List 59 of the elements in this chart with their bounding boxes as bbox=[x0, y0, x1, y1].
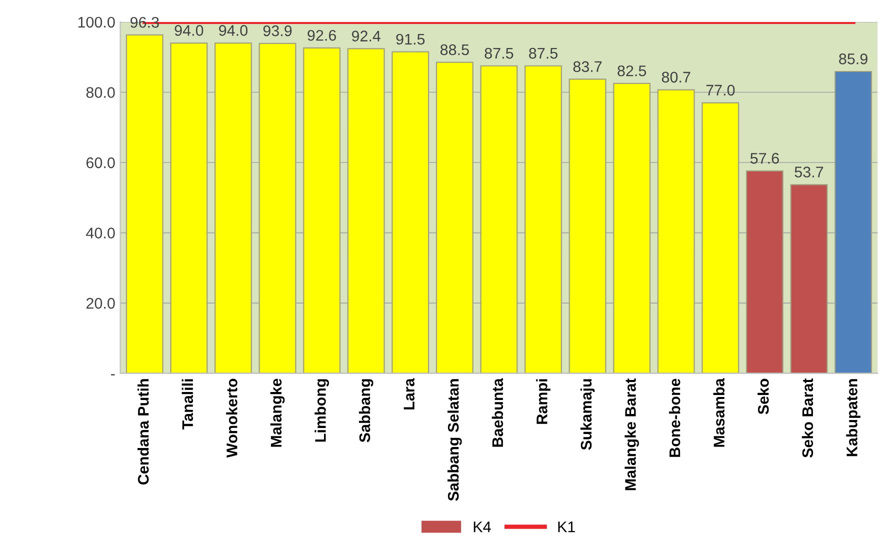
legend-label: K1 bbox=[558, 522, 575, 532]
bar bbox=[834, 70, 872, 374]
bar bbox=[392, 51, 430, 374]
bar bbox=[347, 48, 385, 374]
bar bbox=[790, 184, 828, 374]
bar bbox=[214, 42, 252, 374]
x-tick-label: Kabupaten bbox=[846, 379, 860, 456]
bar bbox=[746, 170, 784, 374]
x-tick-label: Wonokerto bbox=[226, 378, 238, 458]
data-label: 85.9 bbox=[839, 53, 868, 64]
y-tick-label: 80.0 bbox=[86, 87, 115, 98]
data-label: 88.5 bbox=[440, 44, 469, 56]
x-tick-label: Seko bbox=[758, 378, 769, 414]
data-label: 94.0 bbox=[174, 25, 204, 36]
x-tick-label: Malangke Barat bbox=[624, 378, 639, 490]
data-label: 57.6 bbox=[750, 152, 779, 164]
data-label: 93.9 bbox=[263, 25, 292, 36]
data-label: 96.3 bbox=[130, 16, 159, 28]
bar bbox=[436, 62, 474, 374]
x-tick-label: Sukamaju bbox=[580, 379, 595, 450]
data-label: 94.0 bbox=[219, 25, 248, 36]
x-tick-label: Sabbang Selatan bbox=[448, 379, 462, 501]
x-tick-label: Masamba bbox=[713, 378, 725, 447]
bar bbox=[568, 78, 606, 374]
data-label: 87.5 bbox=[484, 48, 514, 59]
data-label: 92.6 bbox=[308, 30, 336, 41]
bar bbox=[524, 65, 562, 374]
y-tick-label: 40.0 bbox=[86, 228, 115, 238]
x-tick-label: Malangke bbox=[270, 378, 285, 447]
y-tick-label: 60.0 bbox=[86, 157, 115, 168]
x-tick-label: Bone-bone bbox=[668, 378, 680, 457]
bar bbox=[613, 82, 651, 374]
data-label: 53.7 bbox=[794, 166, 824, 178]
y-tick-label: - bbox=[111, 374, 115, 376]
y-tick-label: 20.0 bbox=[86, 298, 115, 309]
data-label: 80.7 bbox=[662, 72, 690, 83]
x-tick-label: Sabbang bbox=[358, 379, 374, 442]
data-label: 91.5 bbox=[396, 34, 425, 45]
bar bbox=[303, 47, 341, 374]
x-tick-label: Lara bbox=[404, 378, 414, 410]
bar bbox=[126, 34, 164, 374]
data-label: 87.5 bbox=[529, 48, 558, 59]
legend-label: K4 bbox=[474, 522, 491, 532]
x-tick-label: Seko Barat bbox=[802, 378, 814, 458]
data-label: 77.0 bbox=[706, 84, 735, 96]
bar bbox=[702, 102, 740, 374]
x-tick-label: Limbong bbox=[314, 379, 329, 442]
bar bbox=[657, 89, 695, 374]
bar bbox=[258, 42, 296, 374]
x-tick-label: Baebunta bbox=[492, 378, 504, 447]
y-tick-label: 100.0 bbox=[78, 16, 115, 28]
x-tick-label: Tanalili bbox=[182, 379, 194, 430]
data-label: 83.7 bbox=[573, 61, 602, 72]
x-tick-label: Rampi bbox=[536, 379, 550, 424]
data-label: 92.4 bbox=[352, 30, 381, 42]
x-tick-label: Cendana Putih bbox=[138, 379, 149, 484]
data-label: 82.5 bbox=[618, 65, 646, 76]
bar bbox=[170, 42, 208, 374]
bar bbox=[480, 65, 518, 374]
